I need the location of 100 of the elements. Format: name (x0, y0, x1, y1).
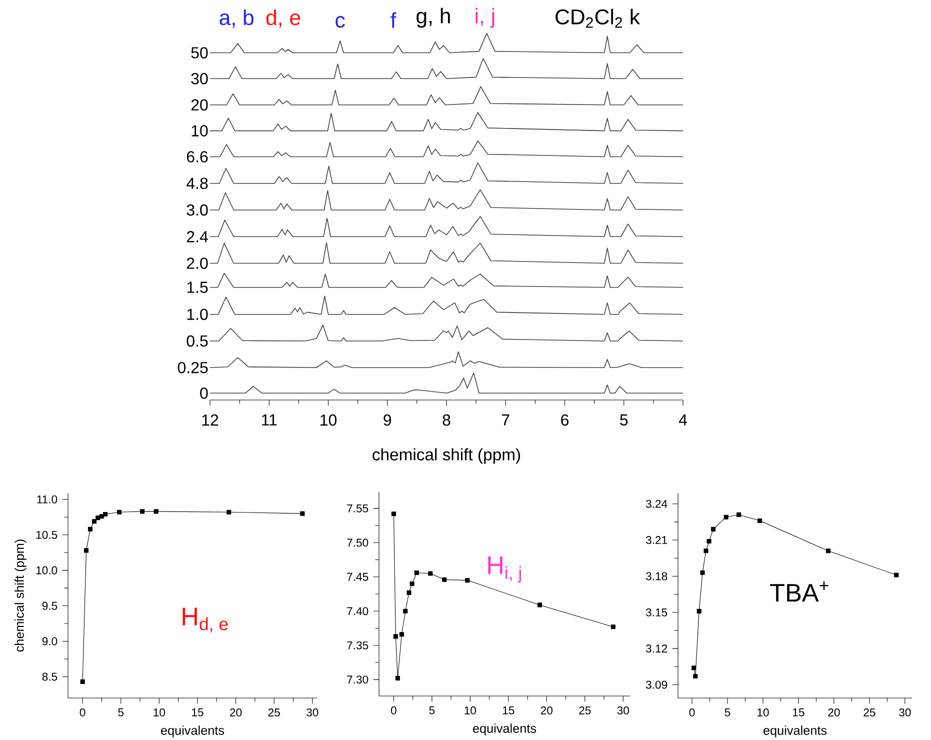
x-axis-title: equivalents (161, 726, 224, 738)
series-label: 0 (200, 388, 208, 399)
y-tick-label: 8.5 (42, 672, 58, 681)
y-tick-label: 3.21 (646, 536, 668, 544)
x-tick-label: 10 (320, 414, 337, 426)
x-tick-label: 5 (724, 708, 730, 716)
x-tick-label: 30 (617, 706, 629, 714)
point (706, 538, 712, 544)
x-tick-label: 9 (384, 414, 392, 426)
x-tick-label: 5 (429, 706, 435, 714)
series-label: 0.25 (178, 362, 208, 374)
x-tick-label: 12 (202, 414, 218, 426)
text: g, h (416, 8, 450, 28)
series-label: 0.5 (186, 335, 208, 347)
y-tick-label: 10.0 (36, 566, 58, 574)
x-tick-label: 15 (192, 708, 204, 716)
point (428, 571, 433, 576)
x-tick-label: 8 (442, 414, 450, 426)
text: d, e (266, 10, 300, 28)
y-tick-label: 9.0 (42, 637, 58, 646)
x-tick-label: 15 (793, 708, 804, 716)
point (442, 577, 447, 582)
point (300, 511, 305, 516)
series-label: 1.5 (187, 282, 208, 293)
x-tick-label: 11 (262, 414, 277, 426)
y-tick-label: 3.18 (646, 572, 668, 580)
point (395, 676, 400, 680)
point (140, 509, 145, 514)
point (410, 581, 414, 586)
x-tick-label: 10 (154, 708, 166, 716)
point (736, 512, 742, 517)
y-tick-label: 3.09 (646, 680, 668, 689)
point (403, 608, 408, 614)
text: c (336, 16, 345, 28)
x-tick-label: 30 (899, 708, 911, 716)
series-label: 2.0 (186, 258, 208, 269)
y-tick-label: 3.12 (646, 644, 668, 653)
y-tick-label: 7.40 (347, 607, 368, 616)
point (465, 578, 470, 583)
y-tick-label: 11.0 (37, 495, 58, 504)
y-tick-label: 9.5 (42, 602, 58, 610)
x-axis-title: equivalents (473, 724, 536, 736)
y-tick-label: 7.55 (347, 504, 368, 512)
x-tick-label: 0 (390, 706, 396, 714)
point (700, 570, 705, 575)
point (894, 572, 899, 578)
x-tick-label: 0 (689, 708, 695, 716)
text: a, b (220, 10, 254, 28)
series-label: 4.8 (186, 178, 208, 190)
x-tick-label: 25 (579, 706, 591, 714)
text: f (390, 12, 396, 28)
x-tick-label: 5 (620, 414, 628, 426)
y-tick-label: 7.30 (347, 676, 368, 684)
series-label: 10 (192, 125, 208, 136)
point (96, 516, 100, 520)
x-axis-title: chemical shift (ppm) (372, 448, 520, 464)
point (692, 666, 696, 670)
point (399, 632, 404, 637)
x-tick-label: 7 (502, 414, 510, 426)
point (391, 512, 396, 516)
series-label: 30 (191, 72, 208, 84)
point (80, 679, 85, 684)
x-tick-label: 25 (864, 708, 876, 716)
x-axis-title: equivalents (764, 726, 827, 738)
text: i, j (476, 8, 494, 28)
point (711, 526, 716, 532)
y-tick-label: 7.50 (347, 538, 368, 547)
x-tick-label: 20 (828, 708, 840, 716)
y-tick-label: 7.45 (347, 572, 368, 581)
point (696, 608, 702, 614)
annotation: $\text{H}_{\text{i, j}}$ (488, 556, 521, 583)
point (226, 510, 232, 514)
annotation: $\text{TBA}^{\text{+}}$ (770, 581, 828, 602)
y-tick-label: 3.15 (646, 608, 668, 616)
point (117, 510, 122, 514)
point (704, 548, 708, 554)
series-label: 3.0 (186, 204, 208, 216)
series-label: 1.0 (187, 308, 208, 320)
x-tick-label: 0 (80, 708, 86, 716)
point (826, 548, 831, 554)
y-tick-label: 7.35 (347, 641, 368, 650)
point (103, 512, 108, 517)
x-tick-label: 6 (561, 414, 568, 426)
series-label: 50 (191, 47, 208, 58)
point (724, 514, 728, 520)
point (414, 570, 419, 576)
x-tick-label: 20 (540, 706, 552, 714)
x-tick-label: 25 (268, 708, 280, 716)
point (537, 602, 542, 608)
point (84, 548, 89, 553)
text: CD$_{2}$Cl$_{2}$ k (556, 8, 640, 28)
series-label: 20 (191, 99, 208, 111)
point (610, 624, 616, 630)
point (406, 590, 412, 595)
x-tick-label: 5 (118, 708, 124, 716)
x-tick-label: 10 (464, 706, 476, 714)
series-label: 6.6 (186, 151, 208, 162)
y-axis-title: chemical shift (ppm) (14, 540, 26, 652)
point (154, 509, 158, 514)
point (758, 518, 762, 524)
